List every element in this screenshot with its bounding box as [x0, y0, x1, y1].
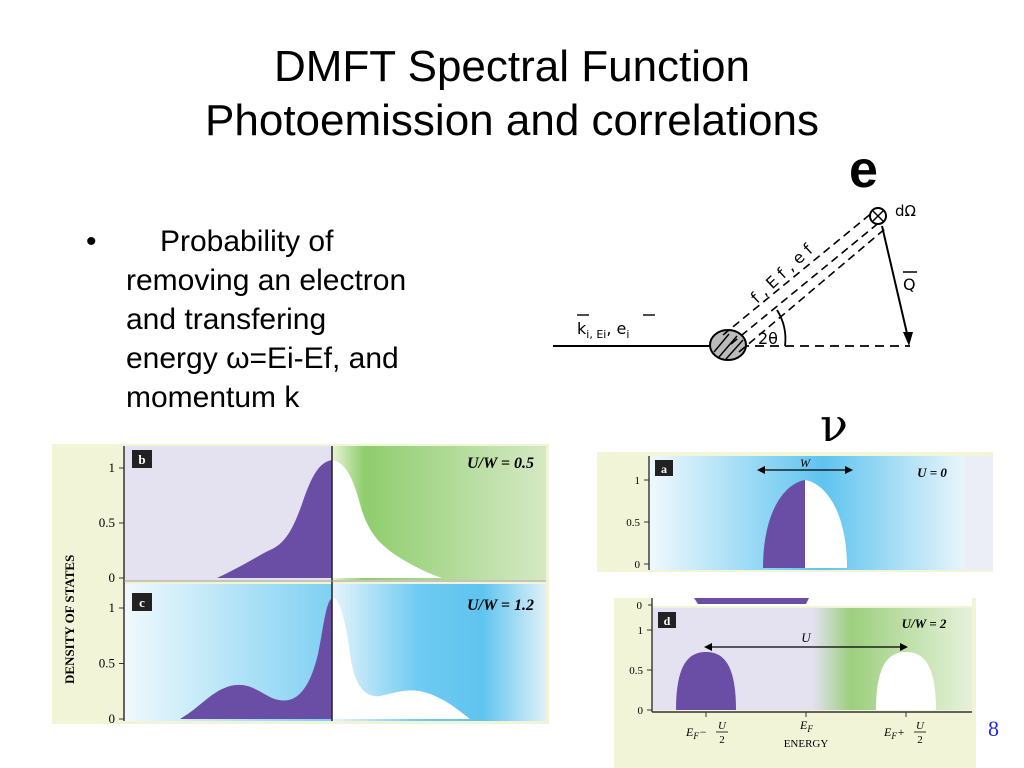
panel-a-occupied-curve	[763, 480, 805, 568]
xtick-left-frac-den: 2	[719, 734, 725, 746]
panel-c-tick-label: 0	[109, 711, 116, 724]
title-line-2: Photoemission and correlations	[205, 96, 819, 145]
electron-label: e	[849, 141, 878, 199]
energy-xlabel: ENERGY	[784, 738, 829, 750]
bullet-dot: •	[86, 225, 97, 258]
bullet-line-5: momentum k	[126, 381, 300, 414]
scattering-diagram: dΩ Q 2θ ki, Ei, ei f , E f , e f	[545, 192, 965, 417]
panel-a-annotation: U = 0	[917, 465, 947, 480]
panel-d-tick-label: 0.5	[629, 665, 643, 677]
panel-a-label: a	[661, 462, 667, 476]
panel-a-empty-curve	[805, 480, 847, 568]
panel-c-tick-label: 0.5	[99, 656, 115, 671]
xtick-mid: EF	[799, 718, 813, 734]
xtick-left: EF−	[685, 725, 707, 741]
d-omega-label: dΩ	[895, 202, 916, 220]
xtick-right: EF+	[883, 725, 905, 741]
dos-chart-panel-a: 1 0.5 0 W a U = 0	[597, 452, 993, 572]
panel-d-tick-label: 1	[638, 625, 644, 637]
panel-c-label: c	[139, 595, 145, 610]
bullet-line-1: Probability of	[160, 225, 334, 258]
band-width-label: W	[800, 456, 811, 470]
slide-number: 8	[988, 716, 999, 741]
incident-label: ki, Ei, ei	[577, 319, 629, 341]
xtick-left-frac-num: U	[718, 720, 727, 732]
panel-b-tick-label: 1	[109, 460, 116, 475]
dos-ylabel: DENSITY OF STATES	[62, 555, 77, 684]
panel-c-tick-label: 1	[109, 600, 116, 615]
dos-chart-left: 1 0.5 0 1 0.5 0 b c U/W = 0.5 U/W = 1.2 DENSI…	[52, 444, 549, 724]
panel-d-top-tick: 0	[637, 600, 643, 612]
angle-arc	[776, 309, 787, 347]
panel-c-annotation: U/W = 1.2	[467, 597, 534, 614]
panel-b-tick-label: 0.5	[99, 515, 115, 530]
q-vector-line	[881, 225, 910, 343]
bullet-text: Probability of removing an electron and …	[126, 222, 516, 417]
panel-a-tick-label: 0.5	[626, 517, 640, 529]
panel-d-lower-band	[676, 652, 736, 710]
xtick-right-frac-num: U	[916, 720, 925, 732]
title-line-1: DMFT Spectral Function	[273, 42, 750, 91]
panel-b-label: b	[138, 452, 145, 467]
panel-c-occupied-curve	[180, 598, 332, 719]
angle-label: 2θ	[758, 329, 778, 348]
panel-b-tick-label: 0	[109, 570, 116, 585]
slide-title: DMFT Spectral Function Photoemission and…	[0, 40, 1024, 148]
panel-d-upper-band	[876, 652, 936, 710]
panel-b-occupied-curve	[217, 460, 332, 578]
panel-a-tick-label: 0	[635, 559, 641, 571]
dos-chart-panel-d: 0 1 0.5 0 U d U/W = 2 EF− U 2 EF ENERGY EF…	[614, 598, 976, 768]
bullet-line-3: and transfering	[126, 303, 327, 336]
panel-b-empty-curve	[332, 460, 442, 578]
panel-b-annotation: U/W = 0.5	[467, 455, 534, 472]
panel-a-tick-label: 1	[635, 475, 641, 487]
outgoing-beam	[722, 211, 887, 353]
bullet-line-2: removing an electron	[126, 264, 407, 297]
panel-c-empty-curve	[332, 597, 470, 719]
panel-d-tick-label: 0	[638, 705, 644, 717]
xtick-right-frac-den: 2	[917, 734, 923, 746]
bullet-line-4: energy ω=Ei-Ef, and	[126, 342, 399, 375]
panel-d-label: d	[664, 614, 671, 628]
gap-label: U	[801, 630, 812, 645]
q-label: Q	[903, 275, 916, 294]
panel-d-annotation: U/W = 2	[902, 616, 947, 631]
